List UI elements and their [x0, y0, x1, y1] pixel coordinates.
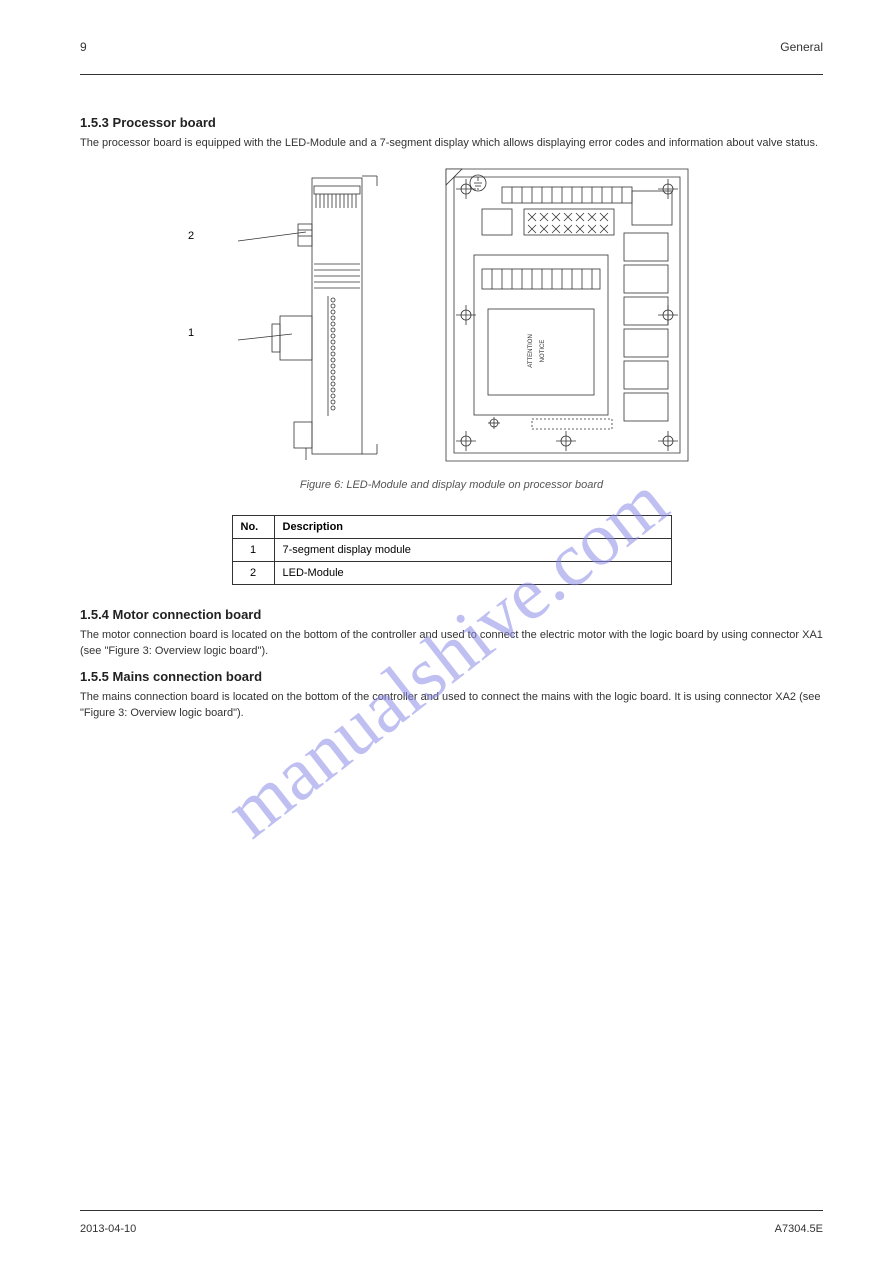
- section-heading-3: 1.5.5 Mains connection board: [80, 669, 823, 684]
- footer-rule: [80, 1210, 823, 1211]
- paragraph-3: The mains connection board is located on…: [80, 690, 823, 721]
- paragraph-2: The motor connection board is located on…: [80, 628, 823, 659]
- parts-table: No. Description 1 7-segment display modu…: [232, 515, 672, 585]
- svg-text:ATTENTION: ATTENTION: [528, 335, 534, 369]
- section-heading-1: 1.5.3 Processor board: [80, 115, 823, 130]
- callout-2: 2: [188, 230, 194, 242]
- cell-desc: 7-segment display module: [274, 539, 671, 562]
- svg-text:NOTICE: NOTICE: [540, 340, 546, 363]
- cell-num: 1: [232, 539, 274, 562]
- diagram-side-view: [202, 166, 402, 466]
- callout-1: 1: [188, 327, 194, 339]
- page-header: 9 General: [80, 40, 823, 70]
- header-rule: [80, 74, 823, 75]
- figure-diagram: 2 1: [80, 161, 823, 471]
- section-heading-2: 1.5.4 Motor connection board: [80, 607, 823, 622]
- table-row: 2 LED-Module: [232, 562, 671, 585]
- col-header-desc: Description: [274, 516, 671, 539]
- col-header-no: No.: [232, 516, 274, 539]
- table-header-row: No. Description: [232, 516, 671, 539]
- figure-caption: Figure 6: LED-Module and display module …: [80, 479, 823, 491]
- header-right: General: [780, 40, 823, 54]
- cell-desc: LED-Module: [274, 562, 671, 585]
- header-left: 9: [80, 40, 87, 54]
- page-footer: 2013-04-10 A7304.5E: [80, 1223, 823, 1235]
- cell-num: 2: [232, 562, 274, 585]
- paragraph-1: The processor board is equipped with the…: [80, 136, 823, 151]
- footer-date: 2013-04-10: [80, 1223, 136, 1235]
- document-page: 9 General 1.5.3 Processor board The proc…: [0, 0, 893, 1263]
- footer-doc-id: A7304.5E: [775, 1223, 823, 1235]
- table-row: 1 7-segment display module: [232, 539, 671, 562]
- diagram-top-view: ATTENTION NOTICE: [432, 161, 702, 471]
